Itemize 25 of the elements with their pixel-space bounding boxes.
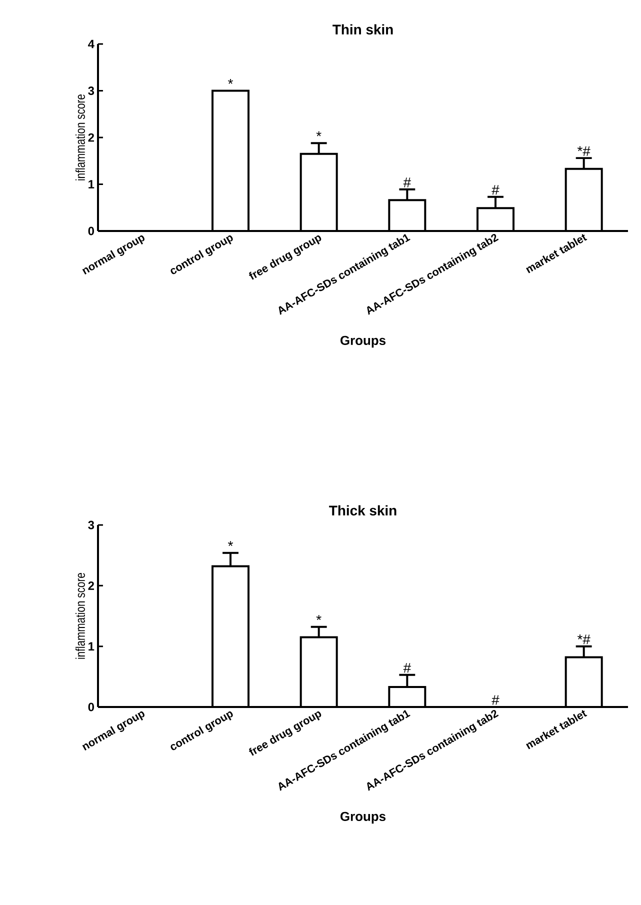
annotation: # (403, 663, 411, 673)
y-tick-label: 2 (88, 133, 94, 142)
y-tick-label: 1 (88, 642, 94, 650)
y-axis-title: inflammation score (75, 94, 85, 180)
y-tick-label: 3 (88, 520, 94, 530)
annotation: # (492, 185, 500, 195)
annotation: *# (577, 634, 590, 644)
annotation: * (228, 78, 234, 84)
annotation: # (403, 178, 411, 188)
annotation: * (316, 131, 322, 136)
annotation: # (492, 695, 500, 705)
chart-title: Thick skin (329, 505, 396, 516)
y-axis-title: inflammation score (75, 573, 85, 659)
y-tick-label: 0 (88, 702, 94, 712)
annotation: * (228, 541, 234, 546)
x-axis-title: Groups (340, 336, 386, 348)
y-tick-label: 3 (88, 86, 94, 95)
y-tick-label: 1 (88, 180, 94, 188)
x-axis-title: Groups (340, 812, 386, 824)
y-tick-label: 4 (88, 40, 94, 48)
annotation: * (316, 615, 322, 620)
y-tick-label: 0 (88, 226, 94, 236)
annotation: *# (577, 146, 590, 156)
y-tick-label: 2 (88, 581, 94, 590)
chart-title: Thin skin (332, 24, 393, 35)
